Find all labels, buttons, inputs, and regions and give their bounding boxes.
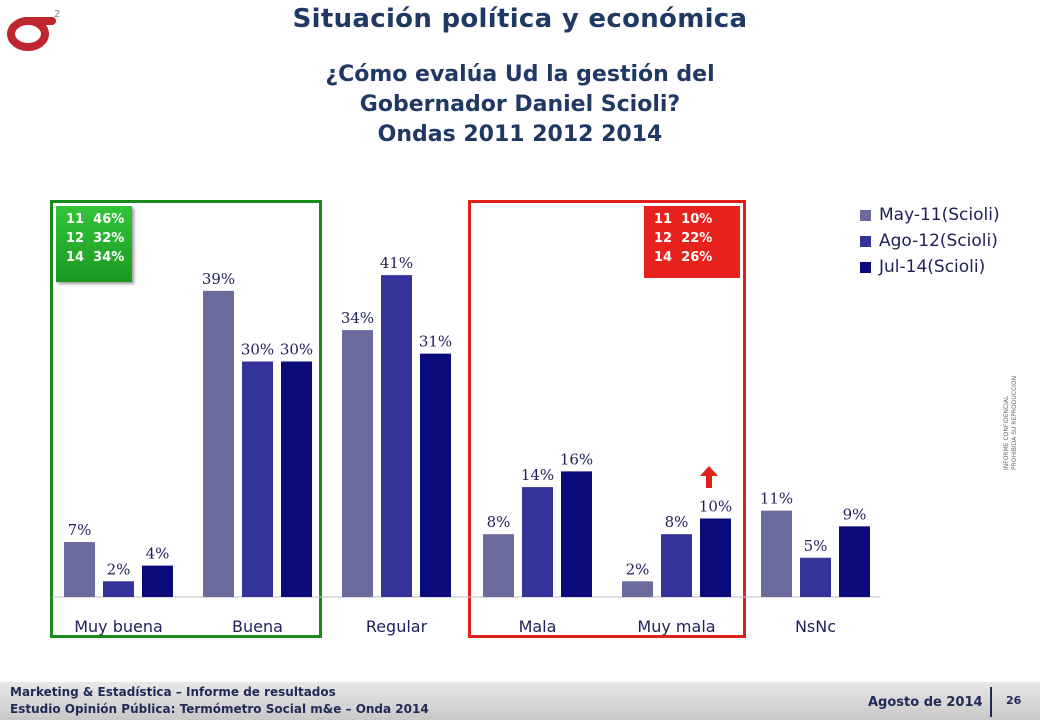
bar-may11 xyxy=(342,330,373,597)
data-label: 34% xyxy=(341,309,374,327)
page-number: 26 xyxy=(1006,694,1022,707)
data-label: 10% xyxy=(699,498,732,516)
category-label: NsNc xyxy=(795,617,836,636)
legend-item-jul14: Jul-14(Scioli) xyxy=(860,254,1000,280)
footer-info: Marketing & Estadística – Informe de res… xyxy=(10,684,429,718)
legend-item-may11: May-11(Scioli) xyxy=(860,202,1000,228)
negative-note-line: 11 10% xyxy=(654,212,713,227)
data-label: 14% xyxy=(521,466,554,484)
bar-jul14 xyxy=(420,353,451,597)
bar-may11 xyxy=(483,534,514,597)
logo-superscript: 2 xyxy=(54,9,60,20)
positive-note-line: 11 46% xyxy=(66,212,125,227)
legend-label: May-11(Scioli) xyxy=(879,205,1000,225)
data-label: 31% xyxy=(419,333,452,351)
bar-ago12 xyxy=(800,557,831,597)
bar-may11 xyxy=(203,290,234,597)
chart-legend: May-11(Scioli) Ago-12(Scioli) Jul-14(Sci… xyxy=(860,202,1000,280)
sigma-logo: 2 xyxy=(7,9,60,51)
data-label: 39% xyxy=(202,270,235,288)
positive-summary-note: 11 46% 12 32% 14 34% xyxy=(56,206,132,282)
question-line-1: ¿Cómo evalúa Ud la gestión del xyxy=(325,62,715,87)
positive-group-box xyxy=(50,200,322,638)
question-text: ¿Cómo evalúa Ud la gestión del Gobernado… xyxy=(120,60,920,150)
negative-summary-note: 11 10% 12 22% 14 26% xyxy=(644,206,740,278)
positive-note-line: 14 34% xyxy=(66,250,125,265)
data-label: 30% xyxy=(280,341,313,359)
legend-swatch xyxy=(860,209,871,221)
bar-ago12 xyxy=(522,487,553,597)
category-label: Muy buena xyxy=(74,617,163,636)
legend-label: Jul-14(Scioli) xyxy=(879,257,986,277)
bar-may11 xyxy=(64,542,95,597)
bar-ago12 xyxy=(661,534,692,597)
increase-arrow-icon xyxy=(700,466,718,488)
legend-swatch xyxy=(860,235,871,247)
data-label: 41% xyxy=(380,254,413,272)
data-label: 30% xyxy=(241,341,274,359)
bar-ago12 xyxy=(242,361,273,597)
legend-swatch xyxy=(860,261,871,273)
data-label: 16% xyxy=(560,450,593,468)
bar-ago12 xyxy=(381,275,412,597)
category-label: Muy mala xyxy=(637,617,715,636)
bar-may11 xyxy=(761,510,792,597)
category-label: Buena xyxy=(232,617,283,636)
legend-item-ago12: Ago-12(Scioli) xyxy=(860,228,1000,254)
data-label: 8% xyxy=(665,513,689,531)
confidential-line-1: INFORME CONFIDENCIAL xyxy=(1003,395,1010,470)
legend-label: Ago-12(Scioli) xyxy=(879,231,998,251)
footer-line-2: Estudio Opinión Pública: Termómetro Soci… xyxy=(10,702,429,716)
positive-note-line: 12 32% xyxy=(66,231,125,246)
bar-jul14 xyxy=(142,565,173,597)
bar-chart: 7% 2% 4% Muy buena 39% 30% 30% Buena 34% 41% 31% Re… xyxy=(52,254,880,636)
question-line-3: Ondas 2011 2012 2014 xyxy=(377,122,663,147)
data-label: 11% xyxy=(760,490,793,508)
data-label: 8% xyxy=(487,513,511,531)
data-label: 7% xyxy=(68,521,92,539)
confidential-line-2: PROHIBIDA SU REPRODUCCION xyxy=(1011,375,1018,470)
page-title: Situación política y económica xyxy=(292,4,748,34)
bar-ago12 xyxy=(103,581,134,597)
bar-jul14 xyxy=(839,526,870,597)
data-label: 9% xyxy=(843,505,867,523)
footer-bar: Marketing & Estadística – Informe de res… xyxy=(0,682,1040,720)
bar-jul14 xyxy=(281,361,312,597)
footer-date: Agosto de 2014 xyxy=(868,695,983,710)
negative-note-line: 14 26% xyxy=(654,250,713,265)
category-label: Mala xyxy=(519,617,557,636)
bar-jul14 xyxy=(561,471,592,597)
footer-divider xyxy=(990,687,992,717)
question-line-2: Gobernador Daniel Scioli? xyxy=(359,92,681,117)
bar-may11 xyxy=(622,581,653,597)
confidential-note: INFORME CONFIDENCIAL PROHIBIDA SU REPROD… xyxy=(1003,290,1019,470)
negative-group-box xyxy=(468,200,746,638)
footer-line-1: Marketing & Estadística – Informe de res… xyxy=(10,685,336,699)
data-label: 2% xyxy=(107,560,131,578)
negative-note-line: 12 22% xyxy=(654,231,713,246)
bar-jul14 xyxy=(700,518,731,597)
category-label: Regular xyxy=(366,617,428,636)
data-label: 4% xyxy=(146,545,170,563)
data-label: 5% xyxy=(804,537,828,555)
data-label: 2% xyxy=(626,560,650,578)
